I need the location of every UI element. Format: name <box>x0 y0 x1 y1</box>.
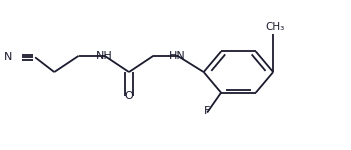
Text: HN: HN <box>169 51 186 61</box>
Text: F: F <box>204 106 210 116</box>
Text: O: O <box>125 91 133 101</box>
Text: N: N <box>4 52 12 62</box>
Text: NH: NH <box>96 51 113 61</box>
Text: CH₃: CH₃ <box>265 22 285 32</box>
